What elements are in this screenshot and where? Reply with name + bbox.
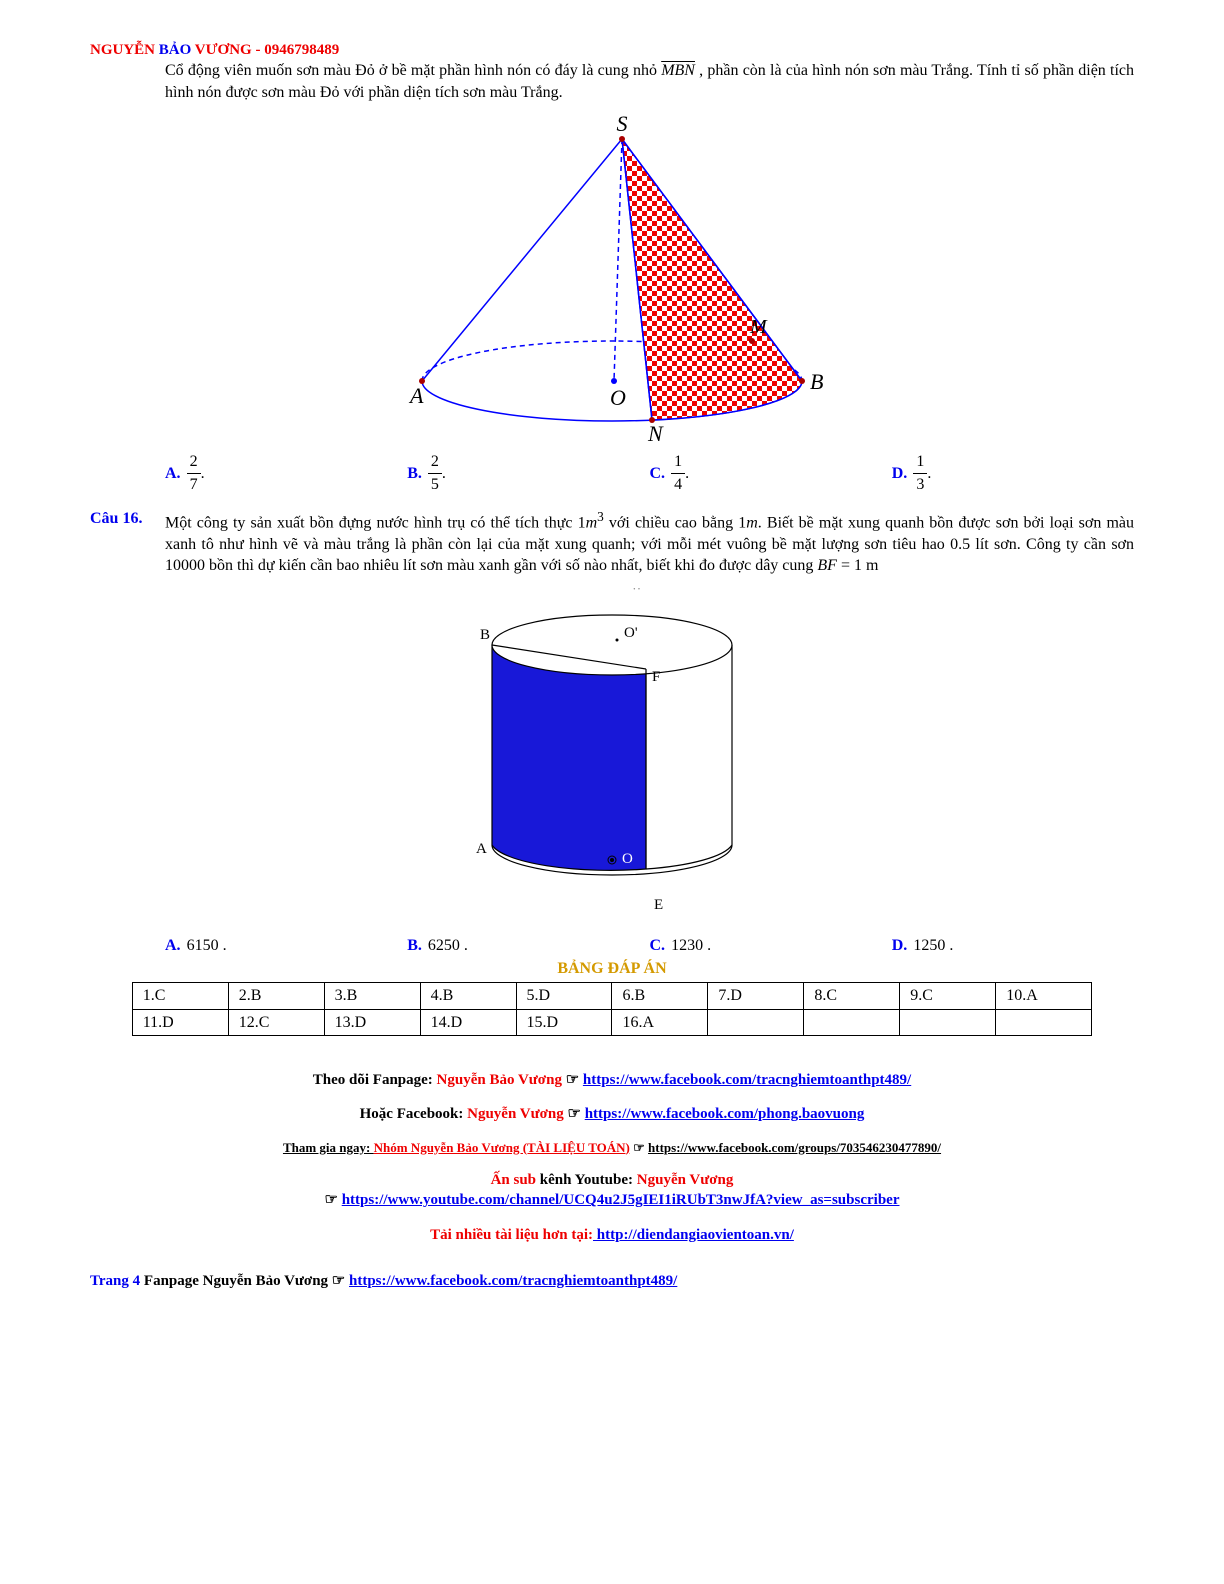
fraction: 25 bbox=[428, 451, 442, 495]
group-url[interactable]: https://www.facebook.com/groups/70354623… bbox=[648, 1140, 941, 1155]
cylinder-svg: B O' F A O E ˙˙ bbox=[432, 585, 792, 925]
q16-opt-C: C.1230 . bbox=[650, 935, 892, 957]
q15-opt-D: D. 13 . bbox=[892, 451, 1134, 495]
facebook-url[interactable]: https://www.facebook.com/phong.baovuong bbox=[585, 1106, 865, 1122]
cyl-label-Op: O' bbox=[624, 625, 638, 641]
q15-options: A. 27 . B. 25 . C. 14 . D. 13 . bbox=[165, 451, 1134, 495]
fanpage-url[interactable]: https://www.facebook.com/tracnghiemtoant… bbox=[583, 1072, 911, 1088]
cyl-label-B: B bbox=[480, 627, 490, 643]
cone-label-M: M bbox=[749, 316, 768, 338]
q16-row: Câu 16. Một công ty sản xuất bồn đựng nư… bbox=[90, 508, 1134, 577]
link-download: Tải nhiều tài liệu hơn tại: http://diend… bbox=[90, 1225, 1134, 1245]
q15-body: Cổ động viên muốn sơn màu Đỏ ở bề mặt ph… bbox=[165, 60, 1134, 103]
link-youtube: Ấn sub kênh Youtube: Nguyễn Vương ☞ http… bbox=[90, 1170, 1134, 1211]
opt-letter: A. bbox=[165, 463, 181, 485]
q15-figure: S A B O N M bbox=[90, 111, 1134, 441]
q15-text-a: Cổ động viên muốn sơn màu Đỏ ở bề mặt ph… bbox=[165, 62, 661, 79]
answers-title: BẢNG ĐÁP ÁN bbox=[90, 958, 1134, 980]
table-row: 11.D12.C13.D14.D15.D16.A bbox=[132, 1009, 1091, 1036]
fraction: 14 bbox=[671, 451, 685, 495]
cyl-label-F: F bbox=[652, 669, 660, 685]
page-header: NGUYỄN BẢO VƯƠNG - 0946798489 bbox=[90, 40, 1134, 60]
cone-label-A: A bbox=[408, 383, 424, 408]
q15-opt-A: A. 27 . bbox=[165, 451, 407, 495]
author-first: NGUYỄN bbox=[90, 42, 159, 58]
author-last: VƯƠNG bbox=[195, 42, 256, 58]
q16-opt-A: A.6150 . bbox=[165, 935, 407, 957]
q16-options: A.6150 . B.6250 . C.1230 . D.1250 . bbox=[165, 935, 1134, 957]
links-section: Theo dõi Fanpage: Nguyễn Bảo Vương ☞ htt… bbox=[90, 1070, 1134, 1245]
opt-letter: B. bbox=[407, 463, 422, 485]
author-phone: - 0946798489 bbox=[255, 42, 339, 58]
cone-label-O: O bbox=[610, 385, 626, 410]
opt-letter: C. bbox=[650, 463, 666, 485]
answers-table: 1.C2.B3.B4.B5.D6.B7.D8.C9.C10.A 11.D12.C… bbox=[132, 982, 1092, 1036]
cyl-label-O: O bbox=[622, 851, 633, 867]
fraction: 27 bbox=[187, 451, 201, 495]
cone-label-N: N bbox=[647, 421, 664, 441]
q16-opt-B: B.6250 . bbox=[407, 935, 649, 957]
footer-url[interactable]: https://www.facebook.com/tracnghiemtoant… bbox=[349, 1273, 677, 1289]
q15-opt-B: B. 25 . bbox=[407, 451, 649, 495]
opt-letter: D. bbox=[892, 463, 908, 485]
link-fanpage: Theo dõi Fanpage: Nguyễn Bảo Vương ☞ htt… bbox=[90, 1070, 1134, 1090]
q15-arc: MBN bbox=[661, 62, 695, 79]
cone-label-B: B bbox=[810, 369, 823, 394]
cone-label-S: S bbox=[617, 111, 628, 136]
download-url[interactable]: http://diendangiaovientoan.vn/ bbox=[593, 1227, 794, 1243]
q16-text: Một công ty sản xuất bồn đựng nước hình … bbox=[165, 508, 1134, 577]
q16-opt-D: D.1250 . bbox=[892, 935, 1134, 957]
fraction: 13 bbox=[913, 451, 927, 495]
link-group: Tham gia ngay: Nhóm Nguyễn Bảo Vương (TÀ… bbox=[90, 1139, 1134, 1157]
page-footer: Trang 4 Fanpage Nguyễn Bảo Vương ☞ https… bbox=[90, 1271, 1134, 1291]
link-facebook: Hoặc Facebook: Nguyễn Vương ☞ https://ww… bbox=[90, 1104, 1134, 1124]
cone-svg: S A B O N M bbox=[352, 111, 872, 441]
cyl-label-E: E bbox=[654, 897, 663, 913]
q16-label: Câu 16. bbox=[90, 508, 165, 530]
q15-opt-C: C. 14 . bbox=[650, 451, 892, 495]
accent-mark: ˙˙ bbox=[632, 586, 641, 601]
table-row: 1.C2.B3.B4.B5.D6.B7.D8.C9.C10.A bbox=[132, 982, 1091, 1009]
cyl-label-A: A bbox=[476, 841, 487, 857]
author-mid: BẢO bbox=[159, 42, 195, 58]
youtube-url[interactable]: https://www.youtube.com/channel/UCQ4u2J5… bbox=[342, 1192, 900, 1208]
q16-figure: B O' F A O E ˙˙ bbox=[90, 585, 1134, 925]
